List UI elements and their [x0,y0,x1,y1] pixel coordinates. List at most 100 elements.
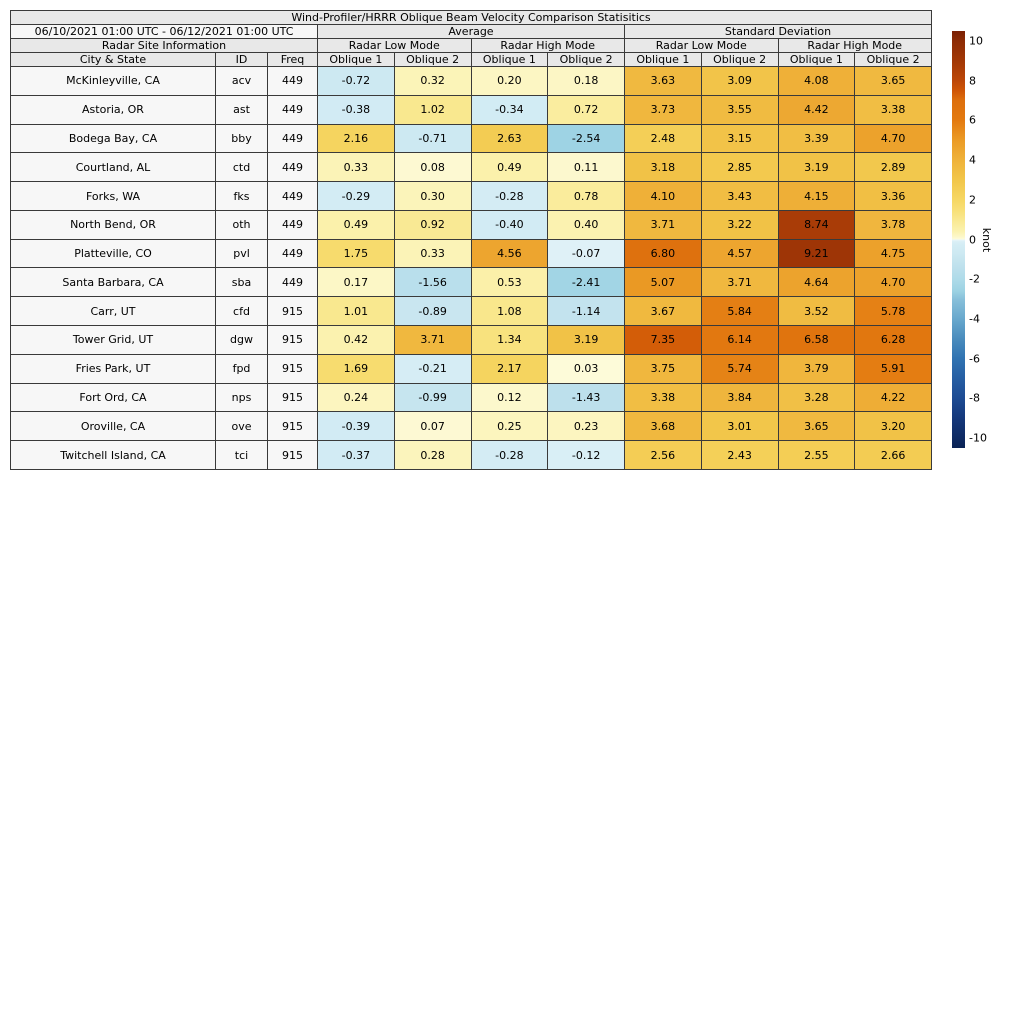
table-row: Oroville, CA ove 915 -0.39 0.07 0.25 0.23 3.68 3… [10,411,932,442]
avg-radar-low-mode: Radar Low Mode [317,38,472,53]
value-cell: 2.66 [854,440,932,470]
table-row: North Bend, OR oth 449 0.49 0.92 -0.40 0.40 3.7… [10,209,932,240]
colorbar-tick-label: -4 [969,312,980,326]
value-cell: 0.40 [547,209,625,240]
value-cell: 0.08 [393,152,472,183]
city-cell: Santa Barbara, CA [10,267,216,298]
value-cell: 3.65 [854,66,932,96]
value-cell: 2.85 [700,152,779,183]
std-radar-low-mode: Radar Low Mode [624,38,779,53]
value-cell: 1.02 [393,94,472,125]
value-cell: 1.75 [317,238,395,269]
column-header-row: City & State ID Freq Oblique 1 Oblique 2… [10,52,932,67]
value-cell: 0.72 [547,94,625,125]
title-row: Wind-Profiler/HRRR Oblique Beam Velocity… [10,10,932,25]
value-cell: 3.75 [624,353,702,384]
table-row: Courtland, AL ctd 449 0.33 0.08 0.49 0.11 3.18 2… [10,152,932,183]
value-cell: 4.08 [777,66,856,96]
colorbar-tick-label: -2 [969,272,980,286]
value-cell: 3.38 [854,94,932,125]
freq-cell: 915 [267,325,318,355]
value-cell: -0.12 [547,440,625,470]
value-cell: -0.39 [317,411,395,442]
table-row: Forks, WA fks 449 -0.29 0.30 -0.28 0.78 4.10 3.4… [10,181,932,211]
id-cell: acv [215,66,268,96]
value-cell: 6.80 [624,238,702,269]
value-cell: 3.71 [393,325,472,355]
value-cell: 2.55 [777,440,856,470]
id-cell: fpd [215,353,268,384]
value-cell: 0.33 [393,238,472,269]
value-cell: 0.33 [317,152,395,183]
value-cell: 4.15 [777,181,856,211]
value-cell: 3.68 [624,411,702,442]
value-cell: 4.10 [624,181,702,211]
table-row: Tower Grid, UT dgw 915 0.42 3.71 1.34 3.19 7.35… [10,325,932,355]
value-cell: 3.78 [854,209,932,240]
value-cell: -0.89 [393,296,472,327]
value-cell: 0.42 [317,325,395,355]
value-cell: 3.52 [777,296,856,327]
value-cell: 4.75 [854,238,932,269]
value-cell: 4.64 [777,267,856,298]
city-cell: Platteville, CO [10,238,216,269]
date-range: 06/10/2021 01:00 UTC - 06/12/2021 01:00 … [10,24,318,39]
value-cell: -0.71 [393,123,472,154]
col-freq: Freq [267,52,318,67]
value-cell: 0.24 [317,382,395,413]
value-cell: 3.79 [777,353,856,384]
table-title: Wind-Profiler/HRRR Oblique Beam Velocity… [10,10,932,25]
colorbar-unit-label: knot [980,227,994,253]
value-cell: 4.56 [470,238,549,269]
colorbar-tick-label: -6 [969,352,980,366]
colorbar-tick-label: 6 [969,113,976,127]
id-cell: nps [215,382,268,413]
value-cell: 0.28 [393,440,472,470]
value-cell: 5.91 [854,353,932,384]
value-cell: 0.23 [547,411,625,442]
value-cell: 3.63 [624,66,702,96]
value-cell: -0.07 [547,238,625,269]
value-cell: 2.56 [624,440,702,470]
freq-cell: 449 [267,209,318,240]
table-row: Fort Ord, CA nps 915 0.24 -0.99 0.12 -1.43 3.38… [10,382,932,413]
value-cell: 0.32 [393,66,472,96]
value-cell: 1.08 [470,296,549,327]
value-cell: -1.56 [393,267,472,298]
col-std-low-oblique-1: Oblique 1 [624,52,702,67]
freq-cell: 915 [267,382,318,413]
value-cell: 8.74 [777,209,856,240]
value-cell: -0.21 [393,353,472,384]
id-cell: fks [215,181,268,211]
table-row: Fries Park, UT fpd 915 1.69 -0.21 2.17 0.03 3.7… [10,353,932,384]
id-cell: ast [215,94,268,125]
table-row: Bodega Bay, CA bby 449 2.16 -0.71 2.63 -2.54 2.… [10,123,932,154]
value-cell: 3.22 [700,209,779,240]
id-cell: cfd [215,296,268,327]
colorbar-tick-label: 2 [969,193,976,207]
value-cell: 2.43 [700,440,779,470]
value-cell: 3.84 [700,382,779,413]
std-radar-high-mode: Radar High Mode [777,38,932,53]
value-cell: 3.55 [700,94,779,125]
value-cell: 0.03 [547,353,625,384]
id-cell: pvl [215,238,268,269]
value-cell: 0.49 [470,152,549,183]
colorbar-tick-label: -8 [969,391,980,405]
value-cell: -0.37 [317,440,395,470]
id-cell: oth [215,209,268,240]
value-cell: 0.17 [317,267,395,298]
value-cell: 3.01 [700,411,779,442]
value-cell: 9.21 [777,238,856,269]
value-cell: -0.34 [470,94,549,125]
value-cell: -2.41 [547,267,625,298]
value-cell: 5.78 [854,296,932,327]
col-std-high-oblique-2: Oblique 2 [854,52,932,67]
city-cell: Bodega Bay, CA [10,123,216,154]
col-std-low-oblique-2: Oblique 2 [700,52,779,67]
value-cell: -1.43 [547,382,625,413]
value-cell: 4.57 [700,238,779,269]
value-cell: -2.54 [547,123,625,154]
value-cell: 6.58 [777,325,856,355]
